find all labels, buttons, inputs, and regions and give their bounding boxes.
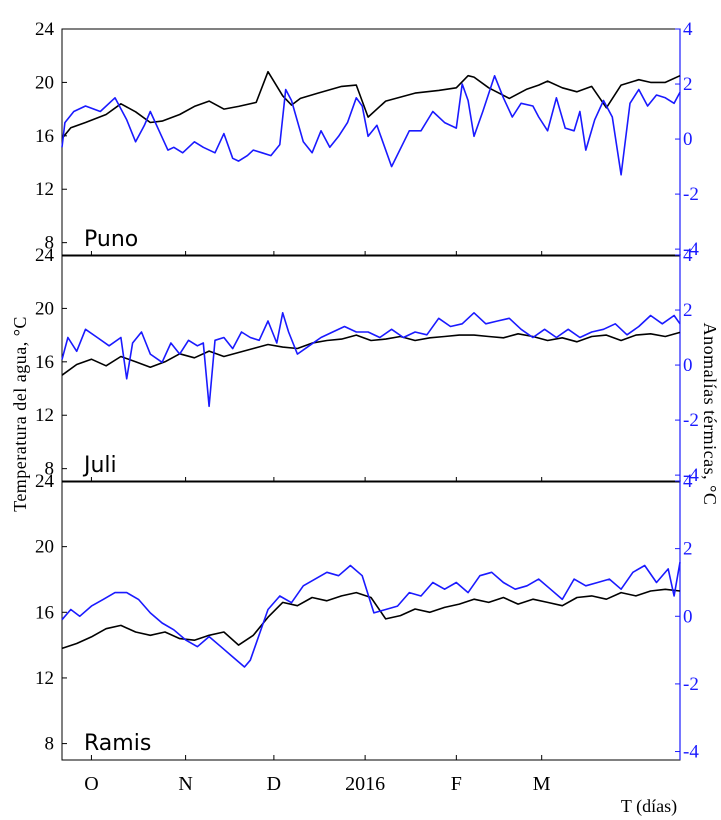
left-tick-label: 12 bbox=[35, 179, 54, 200]
x-tick-label: F bbox=[451, 773, 462, 795]
right-tick-label: 4 bbox=[683, 245, 693, 266]
left-tick-label: 20 bbox=[35, 298, 54, 319]
temperature-line bbox=[61, 331, 681, 376]
right-axis-title: Anomalías térmicas, °C bbox=[700, 323, 720, 506]
right-tick-label: -4 bbox=[683, 742, 699, 763]
x-axis: O N D 2016 F M bbox=[84, 773, 551, 795]
panel-label: Ramis bbox=[84, 731, 151, 756]
left-tick-label: 8 bbox=[45, 734, 55, 755]
left-tick-label: 16 bbox=[35, 352, 54, 373]
left-tick-label: 24 bbox=[35, 471, 55, 492]
left-tick-label: 8 bbox=[45, 459, 55, 480]
panels: 812162024-4-2024Puno812162024-4-2024Juli… bbox=[35, 19, 699, 795]
right-tick-label: -2 bbox=[683, 674, 699, 695]
panel-label: Puno bbox=[84, 227, 138, 252]
temperature-line bbox=[61, 70, 681, 140]
left-axis-title: Temperatura del agua, °C bbox=[10, 316, 30, 512]
x-tick-label: M bbox=[533, 773, 551, 795]
right-tick-label: 2 bbox=[683, 539, 693, 560]
plot-frame bbox=[61, 254, 681, 483]
right-tick-label: 4 bbox=[683, 471, 693, 492]
right-tick-label: 0 bbox=[683, 606, 693, 627]
x-axis-title: T (días) bbox=[621, 796, 677, 817]
plot-frame bbox=[61, 480, 681, 761]
temperature-line bbox=[61, 588, 681, 650]
right-tick-label: -4 bbox=[683, 239, 699, 260]
x-tick-label: D bbox=[267, 773, 281, 795]
left-tick-label: 16 bbox=[35, 126, 54, 147]
left-tick-label: 12 bbox=[35, 405, 54, 426]
left-tick-label: 20 bbox=[35, 72, 54, 93]
anomaly-line bbox=[61, 311, 681, 408]
right-tick-label: 0 bbox=[683, 355, 693, 376]
left-tick-label: 16 bbox=[35, 602, 54, 623]
left-tick-label: 20 bbox=[35, 537, 54, 558]
right-tick-label: -2 bbox=[683, 184, 699, 205]
left-tick-label: 8 bbox=[45, 233, 55, 254]
x-tick-label: 2016 bbox=[345, 773, 385, 795]
right-tick-label: -4 bbox=[683, 465, 699, 486]
right-tick-label: -2 bbox=[683, 410, 699, 431]
right-tick-label: 2 bbox=[683, 74, 693, 95]
anomaly-line bbox=[61, 75, 681, 176]
panel-label: Juli bbox=[82, 453, 117, 478]
left-tick-label: 12 bbox=[35, 668, 54, 689]
anomaly-line bbox=[61, 562, 681, 668]
right-tick-label: 2 bbox=[683, 300, 693, 321]
x-tick-label: O bbox=[84, 773, 98, 795]
x-tick-label: N bbox=[178, 773, 192, 795]
right-tick-label: 4 bbox=[683, 19, 693, 40]
left-tick-label: 24 bbox=[35, 245, 55, 266]
right-tick-label: 0 bbox=[683, 129, 693, 150]
left-tick-label: 24 bbox=[35, 19, 55, 40]
